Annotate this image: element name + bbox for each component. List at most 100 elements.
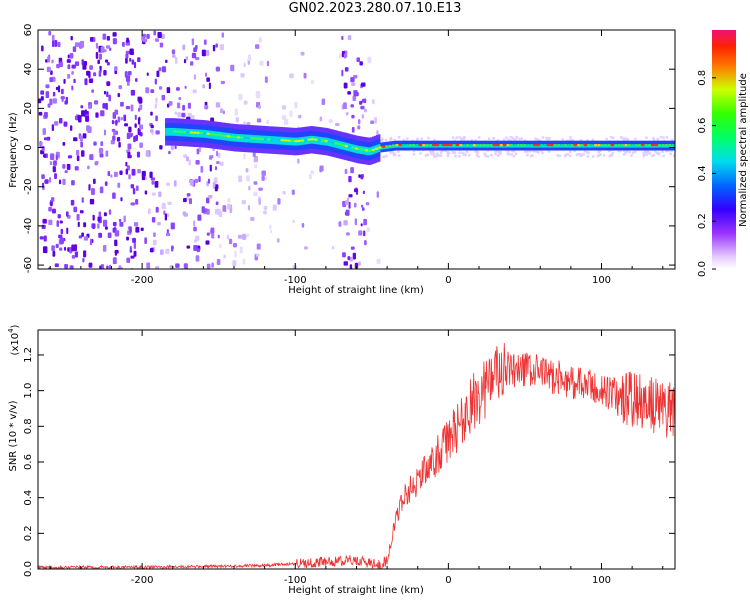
spectrogram-cell: [501, 145, 504, 148]
spectrogram-cell: [391, 144, 396, 147]
spectrogram-cell: [176, 87, 180, 91]
spectrogram-cell: [46, 66, 51, 73]
spectrogram-cell: [597, 144, 601, 147]
spectrogram-cell: [472, 144, 477, 147]
spectrogram-cell: [59, 61, 63, 67]
spectrogram-cell: [571, 145, 574, 148]
spectrogram-cell: [81, 59, 84, 66]
spectrogram-cell: [511, 145, 514, 148]
spectrogram-cell: [581, 145, 584, 148]
spectrogram-cell: [183, 263, 188, 269]
spectrogram-cell: [79, 135, 83, 142]
spectrogram-cell: [137, 117, 141, 125]
spectrogram-cell: [463, 136, 466, 139]
spectrogram-cell: [132, 187, 136, 195]
spectrogram-cell: [154, 181, 159, 188]
spectrogram-cell: [255, 253, 260, 257]
spectrogram-cell: [479, 144, 483, 147]
spectrogram-cell: [281, 114, 287, 120]
spectrogram-cell: [287, 139, 291, 142]
spectrogram-cell: [597, 145, 600, 148]
spectrogram-cell: [547, 137, 551, 140]
spectrogram-cell: [173, 180, 177, 187]
spectrogram-cell: [527, 145, 530, 148]
spectrogram-cell: [359, 61, 363, 66]
spectrogram-cell: [658, 145, 662, 148]
spectrogram-cell: [462, 153, 465, 156]
spectrogram-cell: [416, 137, 419, 140]
spectrogram-cell: [457, 145, 461, 148]
spectrogram-cell: [165, 59, 168, 63]
spectrogram-cell: [79, 40, 85, 48]
spectrogram-cell: [128, 174, 131, 180]
spectrogram-cell: [582, 153, 585, 156]
spectrogram-cell: [657, 139, 660, 142]
spectrogram-cell: [294, 101, 298, 109]
spectrogram-cell: [541, 145, 544, 148]
spectrogram-cell: [198, 146, 202, 153]
spectrogram-cell: [374, 147, 379, 150]
spectrogram-cell: [51, 76, 56, 82]
spectrogram-cell: [133, 222, 139, 227]
spectrogram-cell: [106, 265, 109, 269]
spectrogram-cell: [371, 148, 376, 152]
spectrogram-cell: [349, 256, 354, 262]
spectrogram-cell: [499, 145, 502, 148]
spectrogram-cell: [149, 171, 153, 178]
spectrogram-cell: [253, 155, 258, 163]
spectrogram-cell: [201, 49, 206, 57]
spectrogram-cell: [491, 145, 494, 148]
spectrogram-cell: [652, 153, 656, 157]
spectrogram-cell: [104, 226, 108, 230]
spectrogram-cell: [341, 35, 344, 41]
spectrogram-cell: [88, 78, 94, 84]
colorbar-gradient: [712, 30, 736, 269]
spectrogram-cell: [560, 144, 564, 147]
spectrogram-cell: [112, 32, 117, 37]
spectrogram-cell: [593, 144, 598, 147]
spectrogram-cell: [219, 161, 224, 167]
spectrogram-cell: [526, 153, 529, 157]
spectrogram-cell: [157, 32, 162, 39]
spectrogram-cell: [384, 139, 388, 142]
spectrogram-cell: [447, 145, 451, 148]
spectrogram-cell: [165, 127, 168, 136]
spectrogram-cell: [132, 237, 136, 243]
spectrogram-cell: [205, 49, 210, 56]
spectrogram-cell: [89, 198, 95, 205]
spectrogram-cell: [335, 122, 340, 127]
spectrogram-cell: [568, 139, 572, 142]
spectrogram-cell: [176, 102, 181, 109]
spectrogram-cell: [120, 101, 124, 107]
spectrogram-cell: [415, 144, 419, 147]
spectrogram-cell: [256, 243, 261, 250]
spectrogram-cell: [163, 210, 166, 215]
spectrogram-cell: [415, 139, 419, 142]
spectrogram-cell: [531, 154, 534, 157]
spectrogram-cell: [396, 145, 399, 148]
spectrogram-cell: [137, 168, 141, 174]
spectrogram-cell: [652, 137, 655, 140]
spectrogram-cell: [317, 139, 322, 142]
spectrogram-cell: [463, 145, 466, 148]
snr-ytick-label: 1.2: [23, 347, 34, 363]
spectrogram-cell: [195, 159, 200, 165]
spectrogram-cell: [476, 151, 479, 154]
spectrogram-cell: [324, 139, 328, 143]
spectrogram-cell: [651, 144, 655, 147]
spectrogram-cell: [595, 145, 598, 148]
snr-ytick-label: 0.0: [23, 561, 34, 577]
spectrogram-cell: [200, 166, 204, 173]
spectrogram-cell: [114, 109, 119, 115]
spectrogram-cell: [149, 247, 154, 253]
spectrogram-cell: [123, 215, 126, 223]
spectrogram-cell: [620, 145, 624, 148]
spectrogram-cell: [402, 138, 406, 142]
spectrogram-ytick-label: 20: [23, 102, 34, 115]
spectrogram-cell: [495, 145, 498, 148]
spectrogram-cell: [497, 145, 500, 148]
spectrogram-cell: [215, 66, 220, 72]
spectrogram-cell: [74, 42, 80, 47]
spectrogram-cell: [106, 61, 110, 66]
spectrogram-cell: [383, 155, 386, 159]
